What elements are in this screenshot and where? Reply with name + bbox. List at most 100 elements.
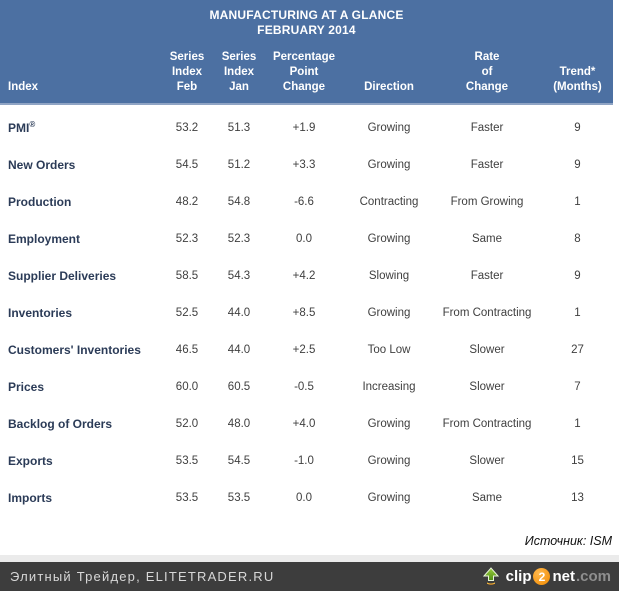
cell-trend-months: 9 <box>574 158 581 171</box>
cell-percentage-point-change: -6.6 <box>294 195 314 208</box>
cell-percentage-point-change: +2.5 <box>292 343 316 356</box>
cell-direction: Growing <box>367 454 411 467</box>
col-header-index: Index <box>8 81 39 93</box>
col-header-pct-change: Percentage Point Change <box>272 51 335 93</box>
cell-rate-of-change: Same <box>471 491 503 504</box>
cell-rate-of-change: Same <box>471 232 503 245</box>
row-label: Employment <box>8 232 81 246</box>
table-row: Customers' Inventories 46.5 44.0 +2.5 To… <box>0 331 613 368</box>
cell-series-index-feb: 46.5 <box>175 343 199 356</box>
cell-trend-months: 8 <box>574 232 581 245</box>
cell-series-index-feb: 53.5 <box>175 454 199 467</box>
cell-percentage-point-change: +4.2 <box>292 269 316 282</box>
cell-rate-of-change: Faster <box>470 269 504 282</box>
cell-trend-months: 1 <box>574 195 581 208</box>
row-label: PMI® <box>8 120 36 135</box>
cell-direction: Growing <box>367 232 411 245</box>
cell-direction: Slowing <box>368 269 410 282</box>
cell-series-index-feb: 52.3 <box>175 232 199 245</box>
registered-mark: ® <box>29 120 36 129</box>
row-label: Production <box>8 195 72 209</box>
cell-series-index-jan: 51.2 <box>227 158 251 171</box>
cell-trend-months: 7 <box>574 380 581 393</box>
table-body: PMI® 53.2 51.3 +1.9 Growing Faster 9 New… <box>0 105 613 516</box>
cell-percentage-point-change: +3.3 <box>292 158 316 171</box>
cell-trend-months: 1 <box>574 417 581 430</box>
cell-percentage-point-change: -0.5 <box>294 380 314 393</box>
cell-series-index-jan: 54.5 <box>227 454 251 467</box>
table-header: MANUFACTURING AT A GLANCE FEBRUARY 2014 … <box>0 0 613 105</box>
cell-rate-of-change: Slower <box>469 454 505 467</box>
cell-series-index-feb: 53.5 <box>175 491 199 504</box>
cell-direction: Too Low <box>367 343 411 356</box>
col-header-trend-months: Trend* (Months) <box>553 66 602 93</box>
row-label: Exports <box>8 454 53 468</box>
cell-series-index-feb: 53.2 <box>175 121 199 134</box>
table-row: Employment 52.3 52.3 0.0 Growing Same 8 <box>0 220 613 257</box>
cell-rate-of-change: Slower <box>469 380 505 393</box>
cell-series-index-jan: 54.8 <box>227 195 251 208</box>
cell-rate-of-change: From Contracting <box>442 306 532 319</box>
cell-direction: Growing <box>367 121 411 134</box>
column-header-row: Index Series Index Feb Series Index Jan … <box>0 38 613 95</box>
table-title: MANUFACTURING AT A GLANCE <box>209 8 404 22</box>
row-label: Imports <box>8 491 53 505</box>
row-label: Prices <box>8 380 45 394</box>
cell-rate-of-change: Slower <box>469 343 505 356</box>
logo-text-net: net <box>552 568 575 585</box>
logo-text-com: .com <box>575 568 611 585</box>
table-row: Supplier Deliveries 58.5 54.3 +4.2 Slowi… <box>0 257 613 294</box>
footer-bar: Элитный Трейдер, ELITETRADER.RU clip <box>0 562 619 591</box>
cell-series-index-feb: 58.5 <box>175 269 199 282</box>
table-row: Imports 53.5 53.5 0.0 Growing Same 13 <box>0 479 613 516</box>
cell-percentage-point-change: -1.0 <box>294 454 314 467</box>
cell-direction: Contracting <box>359 195 419 208</box>
cell-direction: Growing <box>367 417 411 430</box>
cell-series-index-jan: 44.0 <box>227 306 251 319</box>
cell-direction: Growing <box>367 306 411 319</box>
table-row: PMI® 53.2 51.3 +1.9 Growing Faster 9 <box>0 109 613 146</box>
cell-series-index-feb: 52.0 <box>175 417 199 430</box>
site-label: Элитный Трейдер, ELITETRADER.RU <box>10 569 275 584</box>
source-note: Источник: ISM <box>524 534 612 548</box>
table-row: Exports 53.5 54.5 -1.0 Growing Slower 15 <box>0 442 613 479</box>
cell-series-index-feb: 48.2 <box>175 195 199 208</box>
cell-direction: Growing <box>367 158 411 171</box>
cell-trend-months: 13 <box>571 491 584 504</box>
table-row: Backlog of Orders 52.0 48.0 +4.0 Growing… <box>0 405 613 442</box>
table-row: New Orders 54.5 51.2 +3.3 Growing Faster… <box>0 146 613 183</box>
cell-series-index-jan: 54.3 <box>227 269 251 282</box>
row-label: Supplier Deliveries <box>8 269 117 283</box>
table-row: Prices 60.0 60.5 -0.5 Increasing Slower … <box>0 368 613 405</box>
cell-percentage-point-change: +1.9 <box>292 121 316 134</box>
cell-direction: Growing <box>367 491 411 504</box>
cell-series-index-jan: 60.5 <box>227 380 251 393</box>
cell-trend-months: 27 <box>571 343 584 356</box>
cell-percentage-point-change: +8.5 <box>292 306 316 319</box>
col-header-rate-of-change: Rate of Change <box>465 51 509 93</box>
cell-rate-of-change: Faster <box>470 158 504 171</box>
logo-circle-2: 2 <box>533 568 551 585</box>
cell-series-index-jan: 51.3 <box>227 121 251 134</box>
logo-text-clip: clip <box>505 568 532 585</box>
divider-strip <box>0 555 619 562</box>
cell-trend-months: 1 <box>574 306 581 319</box>
col-header-direction: Direction <box>364 81 414 93</box>
row-label: Backlog of Orders <box>8 417 113 431</box>
cell-series-index-jan: 53.5 <box>227 491 251 504</box>
cell-rate-of-change: Faster <box>470 121 504 134</box>
clip2net-logo[interactable]: clip 2 net .com <box>481 567 611 586</box>
cell-percentage-point-change: 0.0 <box>296 232 312 245</box>
table-subtitle: FEBRUARY 2014 <box>257 23 356 37</box>
col-header-series-jan: Series Index Jan <box>221 51 257 93</box>
cell-series-index-feb: 60.0 <box>175 380 199 393</box>
cell-rate-of-change: From Contracting <box>442 417 532 430</box>
ism-report-table: MANUFACTURING AT A GLANCE FEBRUARY 2014 … <box>0 0 613 516</box>
col-header-series-feb: Series Index Feb <box>169 51 205 93</box>
table-row: Production 48.2 54.8 -6.6 Contracting Fr… <box>0 183 613 220</box>
cell-direction: Increasing <box>362 380 416 393</box>
cell-trend-months: 9 <box>574 121 581 134</box>
cell-series-index-jan: 52.3 <box>227 232 251 245</box>
cell-rate-of-change: From Growing <box>450 195 524 208</box>
